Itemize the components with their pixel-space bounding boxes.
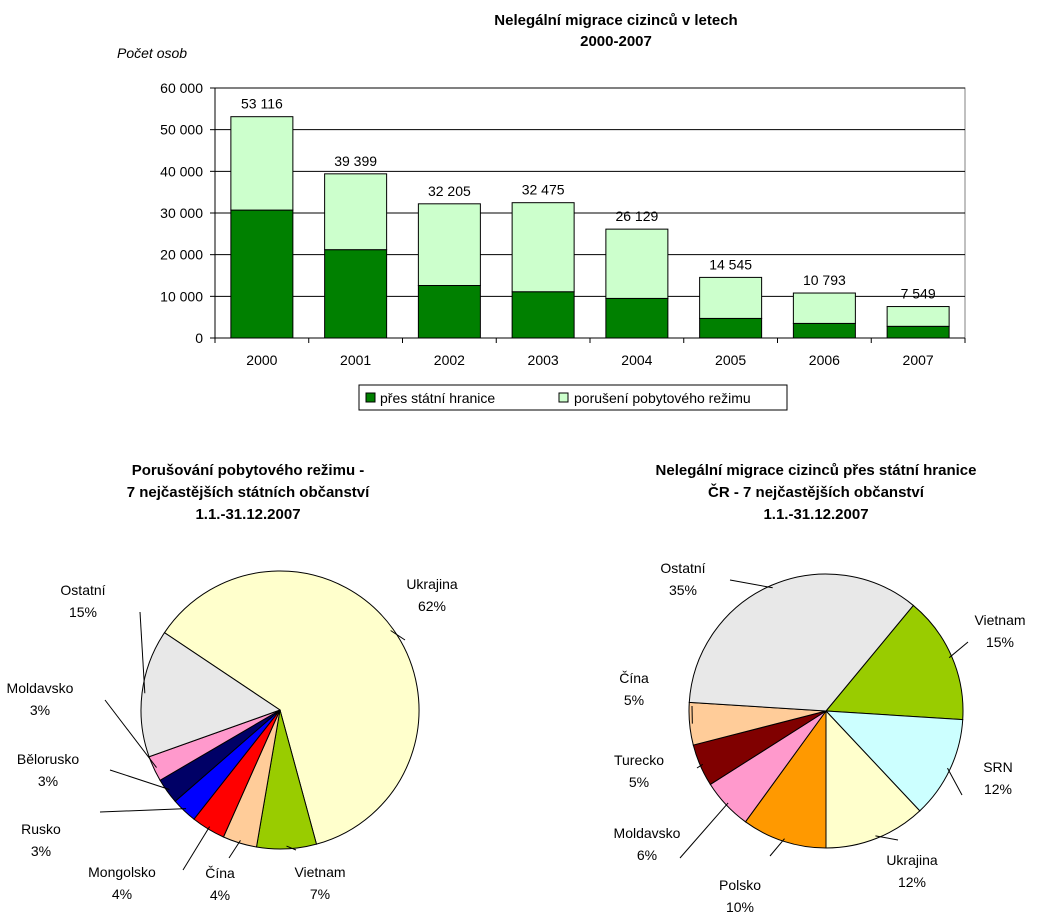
legend-swatch [559,393,568,402]
legend-label: porušení pobytového režimu [574,390,751,406]
pie-leader-line [100,809,186,812]
pie-title-line: 7 nejčastějších státních občanství [127,484,370,501]
y-tick-label: 20 000 [160,247,203,263]
pie-slice-percent: 15% [69,604,97,620]
bar-segment-residence [231,117,293,210]
bar-segment-residence [606,229,668,298]
pie-slice-name: Bělorusko [17,751,79,767]
pie-slice-percent: 35% [669,582,697,598]
pie-leader-line [947,768,962,795]
pie-slice-percent: 3% [38,773,58,789]
legend-label: přes státní hranice [380,390,495,406]
pie-leader-line [680,803,728,858]
pie-slice-name: Čína [619,670,649,686]
pie-slice-percent: 6% [637,847,657,863]
bar-segment-border [606,298,668,338]
stacked-bar-chart: Nelegální migrace cizinců v letech 2000-2… [117,12,965,410]
pie-slice-percent: 5% [629,774,649,790]
pie-slice-name: Polsko [719,877,761,893]
bar-total-label: 32 205 [428,183,471,199]
x-tick-label: 2001 [340,352,371,368]
pie-title-line: 1.1.-31.12.2007 [195,506,300,523]
pie-title-line: 1.1.-31.12.2007 [763,506,868,523]
pie-slice-percent: 15% [986,634,1014,650]
legend-swatch [366,393,375,402]
bar-total-label: 53 116 [241,96,283,112]
x-tick-label: 2006 [809,352,840,368]
pie-title-line: Nelegální migrace cizinců přes státní hr… [656,462,977,479]
pie-slice-name: Vietnam [294,864,345,880]
bar-segment-residence [793,293,855,323]
bar-segment-residence [887,307,949,327]
pie-slice-percent: 3% [31,843,51,859]
bar-total-label: 10 793 [803,272,846,288]
bar-segment-border [793,323,855,338]
pie-slice-name: Moldavsko [614,825,681,841]
pie-leader-line [140,612,145,693]
x-tick-label: 2007 [903,352,934,368]
pie-slice-percent: 7% [310,886,330,902]
pie-slice-percent: 5% [624,692,644,708]
x-tick-label: 2004 [621,352,652,368]
pie-title-line: ČR - 7 nejčastějších občanství [708,483,925,501]
pie-slice-percent: 3% [30,702,50,718]
pie-slice-name: SRN [983,759,1013,775]
bar-segment-residence [512,203,574,292]
bar-segment-border [418,286,480,339]
pie-slice-name: Vietnam [974,612,1025,628]
pie-chart-border-crossing: Nelegální migrace cizinců přes státní hr… [614,462,1026,914]
pie-leader-line [183,827,210,870]
bar-segment-border [887,326,949,338]
bar-segment-residence [325,174,387,250]
bar-segment-residence [700,277,762,318]
y-axis-label: Počet osob [117,45,187,61]
pie-leader-line [229,840,240,858]
pie-slice-percent: 12% [984,781,1012,797]
bar-segment-border [700,318,762,338]
pie-slice-name: Ukrajina [406,576,458,592]
y-tick-label: 0 [195,330,203,346]
bar-total-label: 7 549 [901,286,936,302]
pie-leader-line [770,839,785,856]
x-tick-label: 2003 [528,352,559,368]
x-tick-label: 2000 [246,352,277,368]
x-tick-label: 2002 [434,352,465,368]
pie-slice-name: Ukrajina [886,852,938,868]
bar-segment-border [325,250,387,338]
pie-slice-name: Turecko [614,752,664,768]
pie-slice-percent: 4% [210,887,230,903]
pie-leader-line [949,642,968,658]
bar-total-label: 39 399 [334,153,377,169]
bar-chart-title-line: Nelegální migrace cizinců v letech [494,12,737,29]
pie-slice-name: Čína [205,865,235,881]
pie-slice-percent: 62% [418,598,446,614]
pie-title-line: Porušování pobytového režimu - [132,462,365,479]
bar-total-label: 32 475 [522,182,565,198]
bar-total-label: 26 129 [615,208,658,224]
y-tick-label: 30 000 [160,205,203,221]
pie-slice-name: Rusko [21,821,61,837]
pie-slice-name: Mongolsko [88,864,156,880]
pie-slice-name: Ostatní [60,582,105,598]
y-tick-label: 10 000 [160,288,203,304]
bar-segment-border [512,292,574,338]
legend: přes státní hranice porušení pobytového r… [359,385,787,410]
pie-slice-name: Ostatní [660,560,705,576]
bar-chart-title-line: 2000-2007 [580,33,652,50]
bar-total-label: 14 545 [709,256,752,272]
pie-slice-percent: 10% [726,899,754,914]
y-tick-label: 40 000 [160,163,203,179]
y-tick-label: 60 000 [160,80,203,96]
pie-chart-residence-violation: Porušování pobytového režimu - 7 nejčastě… [7,462,458,903]
pie-slice-name: Moldavsko [7,680,74,696]
bar-segment-border [231,210,293,338]
pie-slice-percent: 12% [898,874,926,890]
pie-leader-line [730,580,773,588]
pie-slice-percent: 4% [112,886,132,902]
x-tick-label: 2005 [715,352,746,368]
bar-segment-residence [418,204,480,286]
y-tick-label: 50 000 [160,122,203,138]
